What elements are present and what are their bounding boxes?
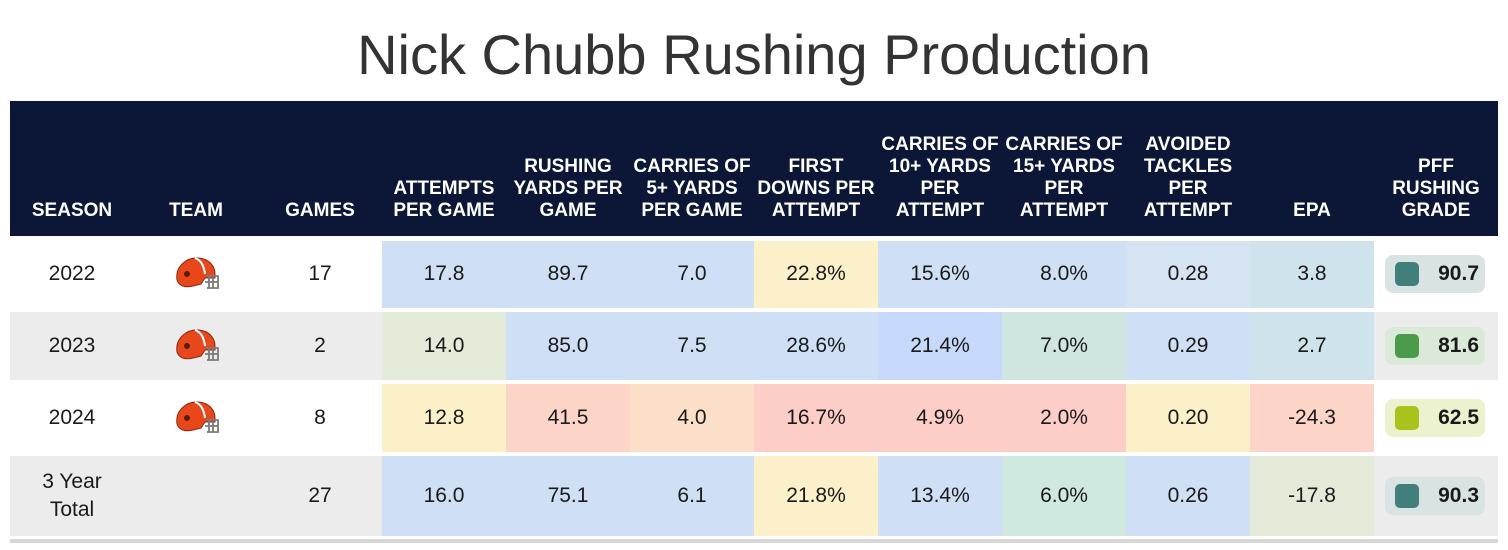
cell-team	[134, 452, 258, 536]
grade-badge: 81.6	[1385, 327, 1485, 365]
cell-carries-5-plus-per-game: 7.5	[630, 308, 754, 382]
table-body: 2022 17 17.8 89.7 7.0 22.8% 15.6% 8.0% 0.28 3.8 90…	[10, 235, 1498, 536]
cell-first-downs-per-attempt: 22.8%	[754, 235, 878, 310]
cell-games: 27	[258, 452, 382, 536]
cell-carries-10-plus-per-attempt: 21.4%	[878, 308, 1002, 382]
grade-value: 90.7	[1438, 262, 1479, 286]
cell-team	[134, 308, 258, 382]
cell-season: 2022	[10, 235, 134, 310]
cell-first-downs-per-attempt: 28.6%	[754, 308, 878, 382]
rushing-stats-table: SEASON TEAM GAMES ATTEMPTS PER GAME RUSHING …	[10, 101, 1498, 536]
grade-value: 90.3	[1438, 484, 1479, 507]
cell-first-downs-per-attempt: 21.8%	[754, 452, 878, 536]
cell-team	[134, 235, 258, 310]
cell-carries-10-plus-per-attempt: 13.4%	[878, 452, 1002, 536]
cell-pff-rushing-grade: 62.5	[1374, 380, 1498, 454]
cell-games: 8	[258, 380, 382, 454]
cell-epa: -17.8	[1250, 452, 1374, 536]
cell-carries-5-plus-per-game: 4.0	[630, 380, 754, 454]
browns-helmet-icon	[176, 257, 219, 290]
cell-avoided-tackles-per-attempt: 0.20	[1126, 380, 1250, 454]
table-row: 2024 8 12.8 41.5 4.0 16.7% 4.9% 2.0% 0.20 -24.3 62…	[10, 380, 1498, 454]
cell-season: 2024	[10, 380, 134, 454]
cell-avoided-tackles-per-attempt: 0.26	[1126, 452, 1250, 536]
table-row: 2022 17 17.8 89.7 7.0 22.8% 15.6% 8.0% 0.28 3.8 90…	[10, 235, 1498, 310]
column-header-carries-15-plus-per-attempt: CARRIES OF 15+ YARDS PER ATTEMPT	[1005, 133, 1123, 221]
cell-pff-rushing-grade: 81.6	[1374, 308, 1498, 382]
grade-swatch	[1395, 262, 1419, 287]
cell-games: 2	[258, 308, 382, 382]
header-row: SEASON TEAM GAMES ATTEMPTS PER GAME RUSHING …	[10, 101, 1498, 238]
grade-badge: 62.5	[1385, 399, 1485, 437]
column-header-carries-5-plus-per-game: CARRIES OF 5+ YARDS PER GAME	[633, 155, 751, 221]
cell-attempts-per-game: 12.8	[382, 380, 506, 454]
table-row: 3 Year Total 27 16.0 75.1 6.1 21.8% 13.4% 6.0% 0.…	[10, 452, 1498, 536]
cell-pff-rushing-grade: 90.3	[1374, 452, 1498, 536]
cell-epa: 3.8	[1250, 235, 1374, 310]
column-header-games: GAMES	[285, 199, 355, 221]
cell-carries-15-plus-per-attempt: 6.0%	[1002, 452, 1126, 536]
cell-rushing-yards-per-game: 85.0	[506, 308, 630, 382]
cell-pff-rushing-grade: 90.7	[1374, 235, 1498, 310]
cell-attempts-per-game: 14.0	[382, 308, 506, 382]
browns-helmet-icon	[176, 329, 219, 361]
column-header-pff-rushing-grade: PFF RUSHING GRADE	[1392, 155, 1480, 221]
cell-carries-5-plus-per-game: 7.0	[630, 235, 754, 310]
column-header-rushing-yards-per-game: RUSHING YARDS PER GAME	[513, 155, 623, 221]
bottom-rule	[10, 539, 1498, 543]
cell-season: 3 Year Total	[10, 452, 134, 536]
page-title: Nick Chubb Rushing Production	[357, 23, 1151, 86]
column-header-team: TEAM	[169, 199, 223, 221]
cell-attempts-per-game: 17.8	[382, 235, 506, 310]
cell-games: 17	[258, 235, 382, 310]
cell-carries-15-plus-per-attempt: 7.0%	[1002, 308, 1126, 382]
cell-epa: 2.7	[1250, 308, 1374, 382]
cell-attempts-per-game: 16.0	[382, 452, 506, 536]
cell-season: 2023	[10, 308, 134, 382]
cell-avoided-tackles-per-attempt: 0.29	[1126, 308, 1250, 382]
cell-carries-10-plus-per-attempt: 15.6%	[878, 235, 1002, 310]
cell-carries-15-plus-per-attempt: 2.0%	[1002, 380, 1126, 454]
column-header-avoided-tackles-per-attempt: AVOIDED TACKLES PER ATTEMPT	[1143, 133, 1233, 221]
table-row: 2023 2 14.0 85.0 7.5 28.6% 21.4% 7.0% 0.29 2.7 81.…	[10, 308, 1498, 382]
grade-value: 81.6	[1438, 334, 1479, 357]
cell-avoided-tackles-per-attempt: 0.28	[1126, 235, 1250, 310]
cell-carries-5-plus-per-game: 6.1	[630, 452, 754, 536]
column-header-attempts-per-game: ATTEMPTS PER GAME	[393, 177, 495, 221]
cell-rushing-yards-per-game: 89.7	[506, 235, 630, 310]
grade-badge: 90.7	[1385, 255, 1485, 294]
cell-carries-15-plus-per-attempt: 8.0%	[1002, 235, 1126, 310]
column-header-epa: EPA	[1293, 199, 1331, 221]
grade-swatch	[1395, 406, 1419, 430]
browns-helmet-icon	[176, 401, 219, 433]
column-header-first-downs-per-attempt: FIRST DOWNS PER ATTEMPT	[757, 155, 875, 221]
grade-badge: 90.3	[1385, 477, 1485, 515]
cell-team	[134, 380, 258, 454]
cell-rushing-yards-per-game: 41.5	[506, 380, 630, 454]
grade-swatch	[1395, 484, 1419, 508]
grade-swatch	[1395, 334, 1419, 358]
column-header-season: SEASON	[31, 199, 113, 221]
cell-epa: -24.3	[1250, 380, 1374, 454]
grade-value: 62.5	[1438, 406, 1479, 429]
column-header-carries-10-plus-per-attempt: CARRIES OF 10+ YARDS PER ATTEMPT	[881, 133, 999, 221]
cell-rushing-yards-per-game: 75.1	[506, 452, 630, 536]
cell-carries-10-plus-per-attempt: 4.9%	[878, 380, 1002, 454]
cell-first-downs-per-attempt: 16.7%	[754, 380, 878, 454]
